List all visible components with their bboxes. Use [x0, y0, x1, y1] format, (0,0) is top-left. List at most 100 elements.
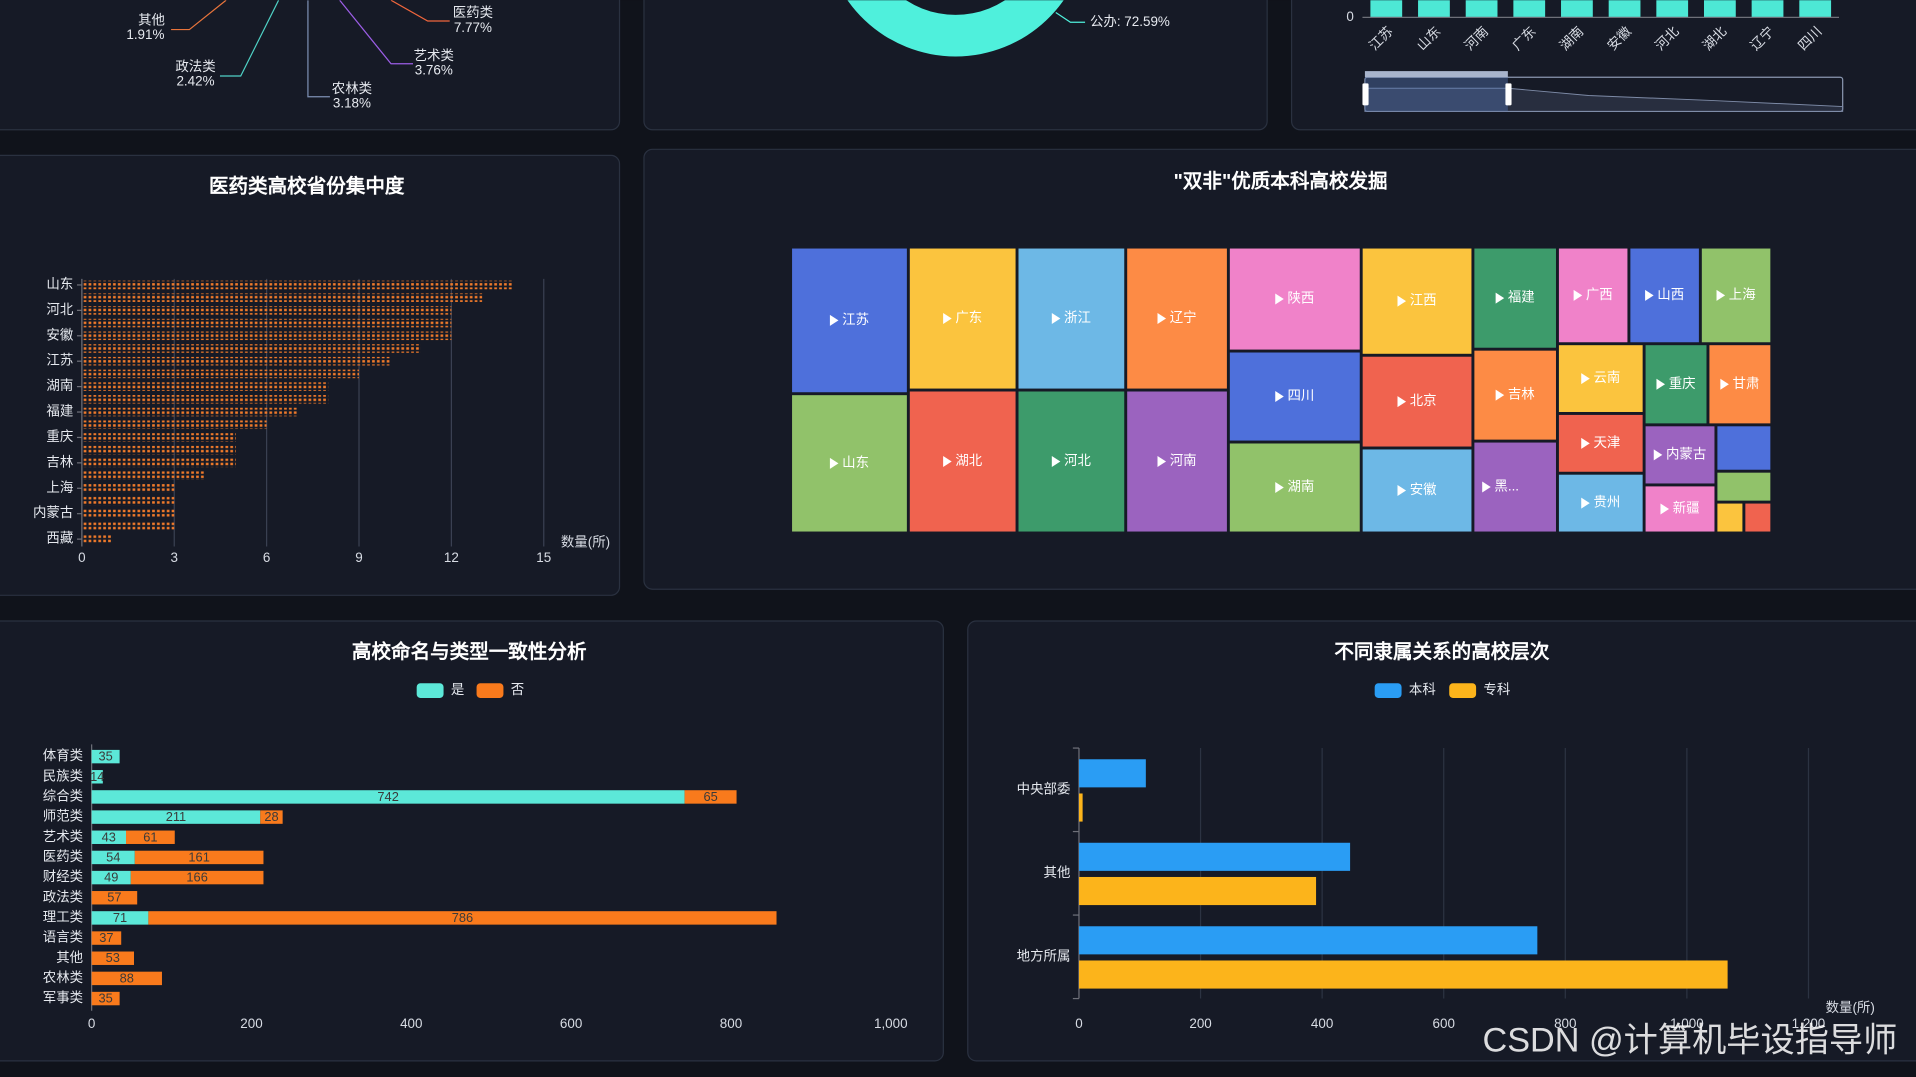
- panel-content: 医药类高校省份集中度 0 3 6 9 12 15 山东河北安徽江苏湖南福建重庆吉林上海内蒙古西…: [33, 174, 610, 565]
- pictorial-bar: [81, 382, 329, 391]
- bar: [1513, 0, 1546, 18]
- play-icon: [1581, 497, 1590, 509]
- legend-swatch[interactable]: [416, 683, 444, 698]
- legend-label[interactable]: 是: [451, 682, 464, 697]
- treemap-cell[interactable]: [1717, 426, 1771, 470]
- bar-segment: [91, 870, 131, 885]
- treemap-label: 新疆: [1673, 501, 1700, 516]
- treemap-label: 内蒙古: [1666, 446, 1706, 461]
- leader-line: [1055, 11, 1086, 23]
- y-tick-label: 上海: [46, 480, 73, 495]
- pictorial-bar: [81, 331, 452, 341]
- treemap-cell[interactable]: [1362, 449, 1472, 532]
- play-icon: [1495, 292, 1505, 304]
- treemap-cell[interactable]: [1362, 248, 1472, 354]
- bar-segment: [91, 971, 162, 986]
- legend-swatch[interactable]: [476, 683, 504, 698]
- treemap-cell[interactable]: [1645, 486, 1715, 532]
- bar-segment: [260, 810, 283, 824]
- pictorial-bar: [81, 369, 360, 379]
- zoom-bar: [1364, 71, 1508, 78]
- y-tick-label: 军事类: [43, 990, 83, 1005]
- legend-label[interactable]: 专科: [1483, 682, 1510, 697]
- bar: [1078, 842, 1351, 871]
- treemap-cell[interactable]: [792, 248, 907, 393]
- play-icon: [1656, 378, 1666, 390]
- treemap-cell[interactable]: [1127, 248, 1227, 389]
- treemap-cell[interactable]: [1717, 472, 1771, 501]
- play-icon: [1573, 289, 1583, 301]
- panel: [0, 0, 621, 131]
- legend-swatch[interactable]: [1374, 683, 1402, 698]
- treemap-cell[interactable]: [1745, 503, 1771, 532]
- treemap-label: 贵州: [1593, 495, 1620, 510]
- treemap-label: 甘肃: [1733, 376, 1760, 391]
- play-icon: [1660, 503, 1670, 515]
- treemap-cell[interactable]: [1558, 474, 1643, 532]
- treemap-cell[interactable]: [1558, 414, 1643, 472]
- treemap-cell[interactable]: [1229, 443, 1360, 532]
- play-icon: [1397, 396, 1407, 408]
- slice-value: 2.42%: [176, 74, 214, 89]
- treemap-cell[interactable]: [1018, 391, 1125, 532]
- play-icon: [1275, 391, 1284, 403]
- treemap-cell[interactable]: [1717, 503, 1743, 532]
- play-icon: [829, 457, 839, 469]
- slice-value: 3.18%: [333, 96, 371, 111]
- bar-segment: [130, 870, 264, 885]
- data-label: 161: [188, 849, 209, 864]
- bar: [1608, 0, 1641, 18]
- treemap-cell[interactable]: [1474, 350, 1556, 440]
- play-icon: [1720, 378, 1729, 390]
- treemap-cell[interactable]: [792, 395, 907, 532]
- pictorial-bar: [81, 395, 329, 404]
- treemap-cell[interactable]: [1709, 345, 1771, 424]
- zoom-handle[interactable]: [1505, 83, 1512, 106]
- panel: [1290, 0, 1916, 131]
- treemap-cell[interactable]: [1229, 352, 1360, 441]
- treemap-label: 重庆: [1669, 376, 1696, 391]
- legend-label[interactable]: 否: [511, 682, 524, 697]
- treemap-cell[interactable]: [1558, 345, 1643, 412]
- treemap-cell[interactable]: [1229, 248, 1360, 350]
- legend-label[interactable]: 本科: [1409, 682, 1436, 697]
- play-icon: [1716, 289, 1726, 301]
- treemap-cell[interactable]: [1630, 248, 1699, 343]
- y-tick-label: 农林类: [43, 970, 83, 985]
- treemap-cell[interactable]: [1018, 248, 1125, 389]
- play-icon: [1482, 481, 1491, 493]
- x-tick-label: 6: [263, 550, 270, 565]
- x-tick-label: 1,000: [874, 1016, 908, 1031]
- treemap-cell[interactable]: [1474, 248, 1556, 348]
- x-tick-label: 0: [1075, 1016, 1082, 1031]
- slice-value: 1.91%: [126, 27, 164, 42]
- treemap-cell[interactable]: [1362, 356, 1472, 447]
- bar: [1418, 0, 1450, 18]
- treemap-cell[interactable]: [1558, 248, 1628, 343]
- treemap-cell[interactable]: [1645, 345, 1707, 424]
- treemap-cell[interactable]: [1127, 391, 1227, 532]
- data-label: 742: [377, 789, 398, 804]
- data-label: 166: [186, 870, 207, 885]
- treemap-label: 云南: [1593, 370, 1620, 385]
- panel: [967, 620, 1916, 1062]
- pictorial-bar: [81, 280, 513, 290]
- treemap-cell[interactable]: [909, 248, 1016, 389]
- data-label: 57: [107, 890, 121, 905]
- data-label: 54: [106, 849, 120, 864]
- y-tick-label: 师范类: [43, 809, 83, 824]
- zoom-handle[interactable]: [1362, 83, 1369, 106]
- y-tick-label: 语言类: [43, 930, 83, 945]
- y-tick-label: 西藏: [46, 531, 73, 546]
- bar: [1799, 0, 1832, 18]
- bar-segment: [91, 951, 135, 965]
- leader-line: [171, 0, 227, 31]
- treemap-label: 浙江: [1064, 310, 1091, 325]
- treemap-cell[interactable]: [1701, 248, 1771, 343]
- treemap-cell[interactable]: [909, 391, 1016, 532]
- legend-swatch[interactable]: [1449, 683, 1477, 698]
- y-tick-label: 地方所属: [1017, 948, 1071, 963]
